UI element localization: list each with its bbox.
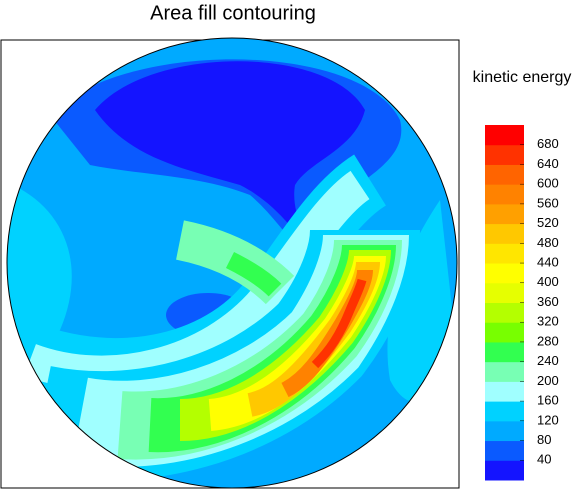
colorbar-tick-label: 480 [537,235,559,250]
contour-field [7,38,457,488]
colorbar-tick-label: 160 [537,393,559,408]
colorbar-tick-label: 400 [537,274,559,289]
colorbar-tick-label: 560 [537,195,559,210]
colorbar-tick-label: 320 [537,314,559,329]
colorbar-band [485,440,524,461]
colorbar-tick-label: 600 [537,176,559,191]
colorbar-band [485,361,524,382]
colorbar-tick-label: 120 [537,412,559,427]
colorbar-tick-label: 280 [537,333,559,348]
colorbar-band [485,322,524,343]
colorbar-band [485,381,524,402]
colorbar-tick-label: 40 [537,452,551,467]
colorbar: 40 80 120 160 200 240 280 320 360 400 440 480 520 560… [485,125,559,481]
colorbar-band [485,125,524,146]
colorbar-label: kinetic energy [473,69,572,86]
colorbar-tick-label: 80 [537,432,551,447]
colorbar-band [485,203,524,225]
colorbar-tick-label: 360 [537,294,559,309]
chart-title: Area fill contouring [150,2,316,24]
colorbar-band [485,243,524,264]
colorbar-band [485,223,524,244]
colorbar-band [485,460,524,481]
globe-outline [6,37,458,489]
colorbar-tick-label: 640 [537,156,559,171]
colorbar-band [485,341,524,363]
colorbar-band [485,420,524,442]
colorbar-band [485,263,524,284]
colorbar-tick-label: 680 [537,136,559,151]
colorbar-band [485,184,524,205]
colorbar-tick-label: 440 [537,254,559,269]
colorbar-tick-label: 520 [537,215,559,230]
colorbar-band [485,302,524,323]
colorbar-band [485,164,524,185]
colorbar-tick-label: 200 [537,373,559,388]
colorbar-band [485,282,524,303]
colorbar-tick-label: 240 [537,353,559,368]
colorbar-band [485,144,524,165]
colorbar-band [485,401,524,422]
